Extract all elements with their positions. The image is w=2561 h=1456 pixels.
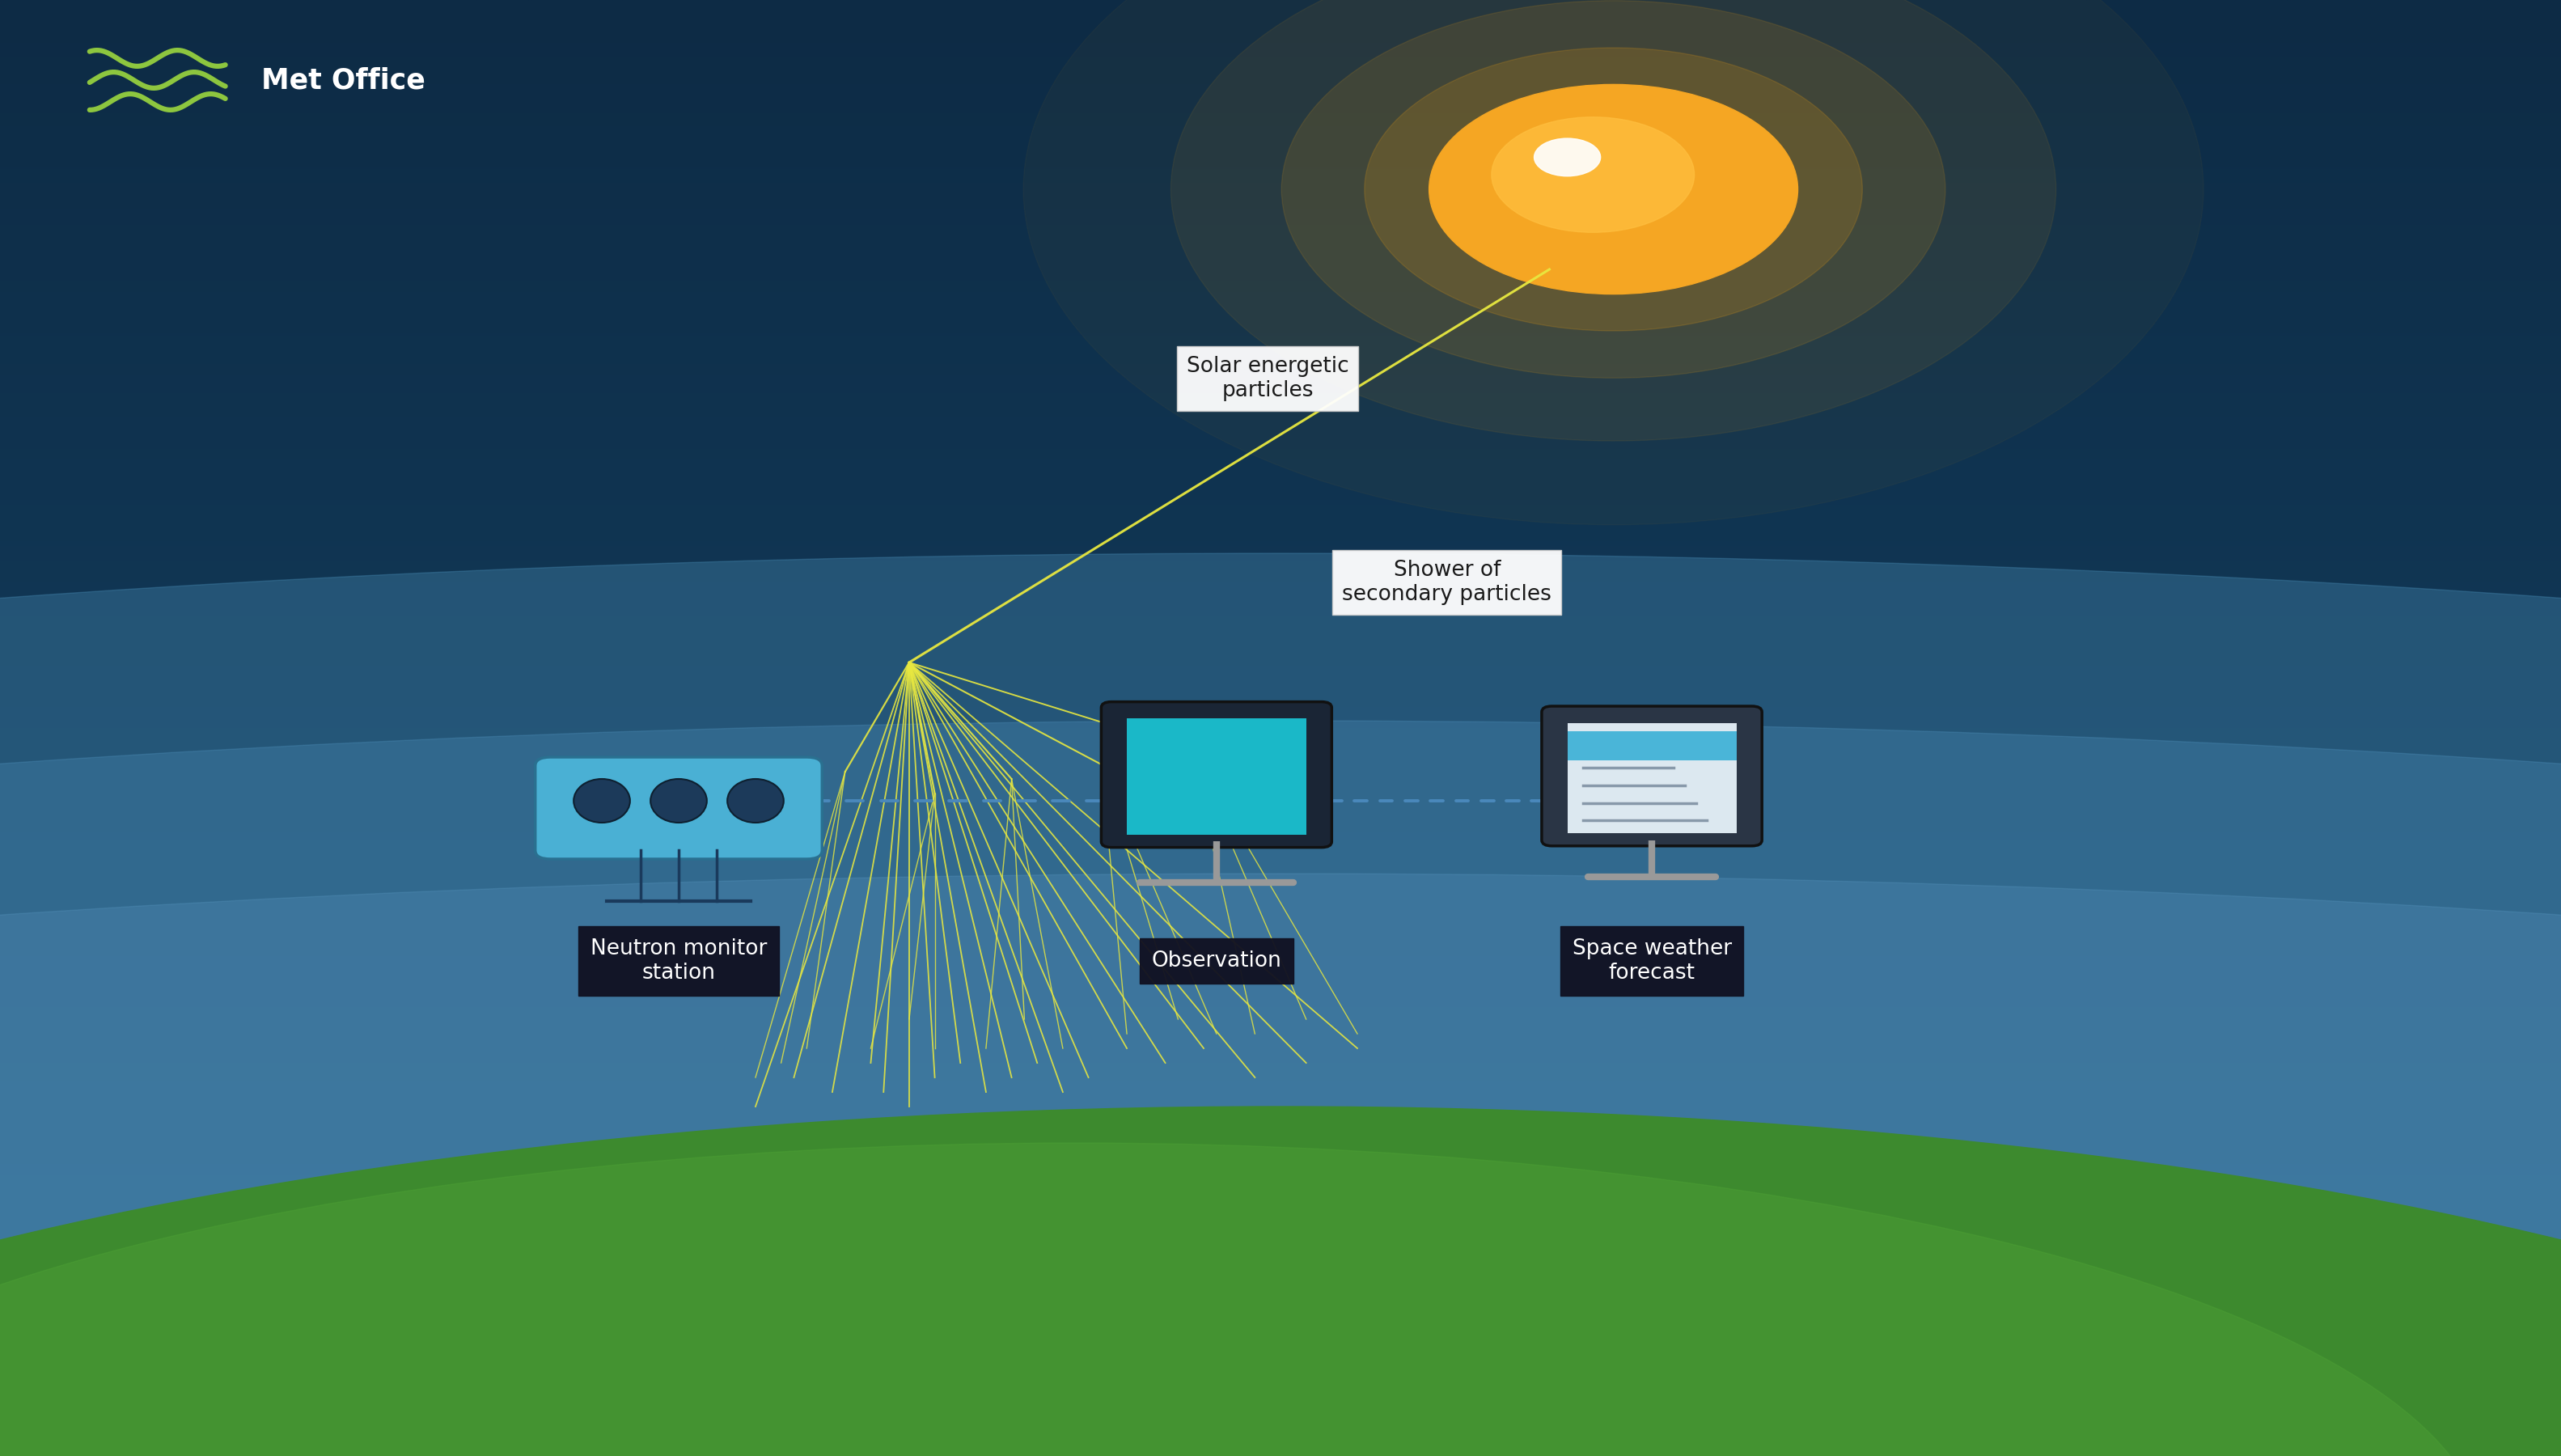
Ellipse shape <box>0 553 2561 1456</box>
Circle shape <box>1365 48 1862 331</box>
FancyBboxPatch shape <box>1567 722 1736 833</box>
FancyBboxPatch shape <box>1567 731 1736 760</box>
Ellipse shape <box>650 779 707 823</box>
FancyBboxPatch shape <box>1542 706 1762 846</box>
Circle shape <box>1534 138 1601 176</box>
FancyBboxPatch shape <box>1101 702 1332 847</box>
Ellipse shape <box>0 1107 2561 1456</box>
Text: Met Office: Met Office <box>261 67 425 93</box>
Ellipse shape <box>0 721 2561 1456</box>
FancyBboxPatch shape <box>1127 718 1306 834</box>
Circle shape <box>1491 116 1695 233</box>
Text: Shower of
secondary particles: Shower of secondary particles <box>1342 559 1552 606</box>
Text: Solar energetic
particles: Solar energetic particles <box>1186 355 1350 402</box>
Circle shape <box>1170 0 2056 441</box>
Text: Neutron monitor
station: Neutron monitor station <box>592 938 766 984</box>
Text: Space weather
forecast: Space weather forecast <box>1572 938 1731 984</box>
Ellipse shape <box>0 1143 2484 1456</box>
Circle shape <box>1429 84 1798 294</box>
Ellipse shape <box>574 779 630 823</box>
FancyBboxPatch shape <box>535 757 822 859</box>
Text: Observation: Observation <box>1152 951 1280 971</box>
Circle shape <box>1280 0 1946 379</box>
Ellipse shape <box>727 779 784 823</box>
Ellipse shape <box>0 874 2561 1456</box>
